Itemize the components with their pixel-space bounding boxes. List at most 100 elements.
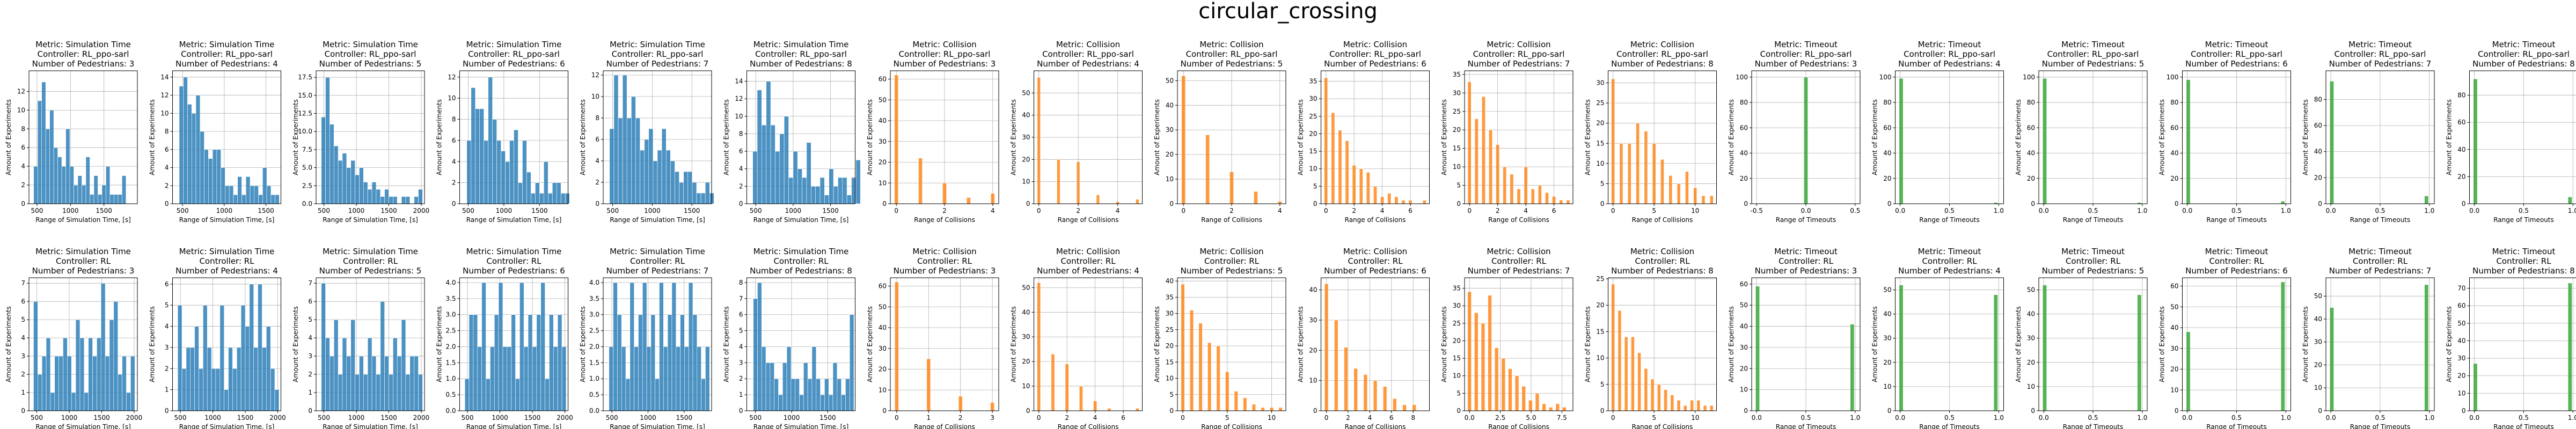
bar xyxy=(1521,386,1526,411)
bar xyxy=(93,175,98,204)
y-tick-label: 3 xyxy=(165,344,169,351)
y-axis-label: Amount of Experiments xyxy=(436,99,443,175)
bar xyxy=(85,157,90,204)
y-tick-label: 12 xyxy=(160,92,169,99)
y-tick-label: 20 xyxy=(1309,130,1317,137)
bar xyxy=(700,193,706,204)
subplot-title-line: Controller: RL_ppo-sarl xyxy=(1616,49,1708,60)
bar xyxy=(1057,159,1060,204)
y-tick-label: 60 xyxy=(2457,302,2465,309)
subplot-31: 0 10 20 30 40 50 60 0.0 0.5 1.0 Range of Timeouts A… xyxy=(1728,247,1861,429)
bar xyxy=(958,396,963,411)
subplot-21: 0 1 2 3 4 5 6 7 500 1000 1500 2000 Range of Simulati… xyxy=(292,247,429,429)
subplot-3: 0.0 2.5 5.0 7.5 10.0 12.5 15.0 17.5 500 1000 1500 2… xyxy=(292,40,429,224)
bar xyxy=(367,189,372,204)
y-tick-label: 40 xyxy=(1740,150,1748,157)
y-tick-label: 40 xyxy=(1166,101,1174,109)
subplot-title-line: Controller: RL_ppo-sarl xyxy=(325,49,416,60)
x-tick-label: 0 xyxy=(1467,207,1472,214)
bar xyxy=(249,284,254,411)
bar xyxy=(1524,166,1528,204)
subplot-title-line: Controller: RL_ppo-sarl xyxy=(468,49,560,60)
x-tick-label: 1.0 xyxy=(1850,414,1860,421)
subplot-16: 0 20 40 60 80 100 0.0 0.5 1.0 Range of Timeouts Am… xyxy=(2158,40,2291,224)
y-tick-label: 50 xyxy=(1166,77,1174,84)
x-tick-label: 500 xyxy=(177,207,189,214)
bar xyxy=(355,374,360,411)
y-axis-label: Amount of Experiments xyxy=(1153,99,1161,175)
bar xyxy=(183,77,188,204)
y-tick-label: 35 xyxy=(1309,78,1317,85)
x-tick-label: 0.0 xyxy=(1752,414,1762,421)
x-tick-label: 1000 xyxy=(784,414,800,421)
y-tick-label: 80 xyxy=(1740,99,1748,106)
x-tick-label: 5 xyxy=(1225,414,1230,421)
subplot-title-line: Metric: Simulation Time xyxy=(179,247,275,256)
bar xyxy=(221,167,225,204)
y-axis-label: Amount of Experiments xyxy=(5,99,12,175)
x-tick-label: 0 xyxy=(1181,207,1185,214)
bar xyxy=(705,182,710,204)
x-tick-label: 0 xyxy=(1037,207,1041,214)
axes-frame xyxy=(603,277,712,411)
subplot-title-line: Metric: Simulation Time xyxy=(35,247,131,256)
x-tick-label: 500 xyxy=(462,207,474,214)
bar xyxy=(53,147,58,204)
bar xyxy=(65,128,70,204)
y-tick-label: 0 xyxy=(2318,407,2322,415)
bar xyxy=(101,184,106,204)
subplot-28: 0 10 20 30 40 0 2 4 6 8 Range of Collisions Amount … xyxy=(1297,247,1430,429)
bar xyxy=(266,326,271,411)
y-tick-label: 0 xyxy=(1744,407,1748,415)
bar xyxy=(224,389,229,411)
x-tick-label: 1000 xyxy=(496,207,513,214)
x-tick-label: 1000 xyxy=(204,414,221,421)
y-tick-label: 2 xyxy=(739,375,743,382)
y-tick-label: 0 xyxy=(452,200,456,208)
y-tick-label: 1.0 xyxy=(445,375,456,382)
subplot-title-line: Number of Pedestrians: 8 xyxy=(750,266,852,276)
y-tick-label: 40 xyxy=(2314,148,2322,156)
bar xyxy=(253,347,258,411)
bar xyxy=(488,77,493,204)
y-tick-label: 4 xyxy=(739,343,743,350)
x-axis-label: Range of Collisions xyxy=(1201,423,1262,429)
bar xyxy=(676,346,680,411)
x-tick-label: 1500 xyxy=(524,414,541,421)
bar xyxy=(1373,186,1377,204)
bar xyxy=(1269,407,1274,411)
subplot-title-line: Metric: Simulation Time xyxy=(35,40,131,49)
y-tick-label: 14 xyxy=(160,73,169,81)
bar xyxy=(208,158,213,204)
subplot-title-line: Number of Pedestrians: 4 xyxy=(1037,266,1139,276)
y-tick-label: 0 xyxy=(2175,407,2179,415)
y-tick-label: 60 xyxy=(2314,122,2322,129)
bar xyxy=(642,282,647,411)
y-tick-label: 6 xyxy=(21,144,25,151)
y-tick-label: 4 xyxy=(21,162,25,170)
x-tick-label: 0.0 xyxy=(2469,414,2479,421)
x-tick-label: 10 xyxy=(1691,414,1699,421)
bar xyxy=(492,119,497,204)
bar xyxy=(638,314,643,411)
bar xyxy=(1467,291,1472,411)
bar xyxy=(199,368,203,411)
figure-title: circular_crossing xyxy=(1198,0,1378,24)
y-tick-label: 10 xyxy=(735,113,743,120)
x-axis-label: Range of Simulation Time, [s] xyxy=(466,423,562,429)
bar xyxy=(1037,282,1041,411)
bar xyxy=(705,346,710,411)
y-tick-label: 40 xyxy=(1740,323,1748,330)
axes-frame xyxy=(28,277,138,411)
bar xyxy=(1076,161,1080,204)
bar xyxy=(687,171,693,204)
bar xyxy=(1538,185,1542,204)
y-tick-label: 20 xyxy=(1883,359,1891,366)
bar xyxy=(58,356,63,411)
subplot-title-line: Controller: RL xyxy=(2353,256,2408,266)
bar xyxy=(88,337,93,411)
bar xyxy=(1181,284,1185,411)
y-tick-label: 30 xyxy=(1453,89,1461,97)
bar xyxy=(625,378,631,411)
y-tick-label: 20 xyxy=(1453,337,1461,344)
